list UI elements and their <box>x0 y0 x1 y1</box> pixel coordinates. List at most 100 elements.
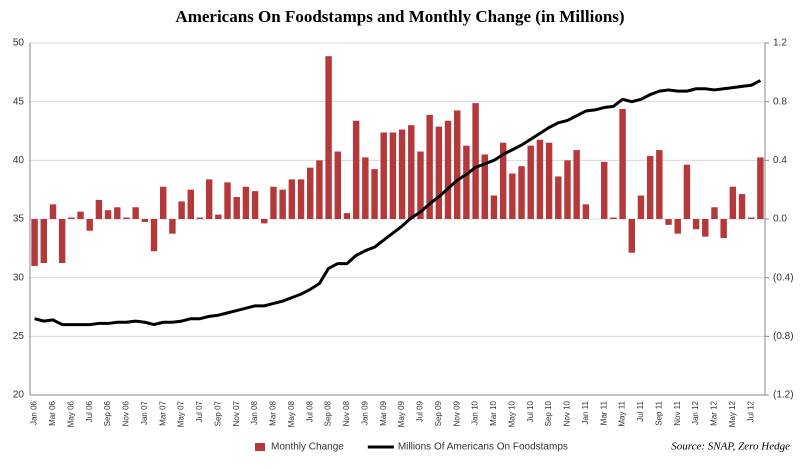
bar <box>261 219 268 224</box>
x-tick-label: Mar 10 <box>489 400 498 425</box>
chart-title: Americans On Foodstamps and Monthly Chan… <box>175 7 624 26</box>
y2-tick-label: 0.8 <box>773 96 787 107</box>
bar <box>398 129 406 219</box>
x-tick-label: Mar 12 <box>710 400 719 425</box>
bar <box>215 214 222 219</box>
bar <box>77 211 84 219</box>
x-tick-label: Jan 11 <box>581 400 590 424</box>
bar <box>656 150 663 219</box>
bar <box>362 157 369 219</box>
bar <box>582 204 590 219</box>
x-tick-label: Nov 09 <box>452 400 461 426</box>
bar <box>40 219 47 263</box>
bar <box>711 207 718 219</box>
y2-tick-label: (0.4) <box>773 272 794 283</box>
bar <box>610 217 617 219</box>
y-tick-label: 45 <box>13 96 25 107</box>
x-tick-label: Nov 10 <box>563 400 572 426</box>
bar <box>68 217 75 219</box>
line <box>34 79 762 327</box>
x-tick-label: Mar 07 <box>158 400 167 425</box>
bar <box>95 199 103 219</box>
x-tick-label: May 06 <box>66 400 75 427</box>
x-tick-label: May 07 <box>177 400 186 427</box>
bar <box>352 120 360 219</box>
bar <box>729 186 737 219</box>
x-tick-label: Nov 11 <box>673 400 682 425</box>
bar <box>720 219 727 239</box>
bar <box>233 197 240 219</box>
x-tick-label: Sep 10 <box>544 400 553 426</box>
x-tick-label: Sep 11 <box>654 400 663 425</box>
bar <box>123 217 130 219</box>
bar <box>325 56 332 220</box>
bar <box>104 210 112 219</box>
bar <box>536 139 544 219</box>
bar <box>150 219 158 252</box>
bar <box>49 204 57 219</box>
x-tick-label: May 09 <box>397 400 406 427</box>
bar <box>426 114 433 219</box>
bar <box>169 219 176 234</box>
source-note: Source: SNAP, Zero Hedge <box>671 441 790 453</box>
y2-tick-label: 0.0 <box>773 214 787 225</box>
bar <box>545 142 553 219</box>
x-tick-label: May 11 <box>618 400 627 426</box>
bar <box>288 179 296 219</box>
y-tick-label: 40 <box>13 155 25 166</box>
bar <box>371 169 378 219</box>
bar <box>196 217 204 219</box>
bar <box>242 186 250 219</box>
bar <box>389 132 397 219</box>
bar <box>417 151 424 219</box>
bar <box>527 145 534 219</box>
bar <box>160 186 167 219</box>
bar <box>435 126 443 219</box>
bar <box>692 219 700 230</box>
bar <box>408 125 415 219</box>
bar <box>674 219 681 234</box>
x-tick-label: Jan 07 <box>140 400 149 425</box>
x-tick-label: Mar 08 <box>269 400 278 425</box>
x-tick-label: Jan 12 <box>691 400 700 425</box>
bar <box>472 103 479 219</box>
y-tick-label: 20 <box>13 390 25 401</box>
bar <box>224 182 231 219</box>
bar <box>619 109 626 219</box>
x-tick-label: Nov 08 <box>342 400 351 426</box>
bar <box>646 155 654 219</box>
bar <box>702 219 709 237</box>
legend-label: Millions Of Americans On Foodstamps <box>398 442 568 453</box>
x-tick-label: Sep 09 <box>434 400 443 426</box>
bar <box>86 219 93 231</box>
bar <box>380 132 387 219</box>
bar <box>251 191 259 219</box>
y-tick-label: 50 <box>13 38 25 49</box>
x-tick-label: Jan 09 <box>360 400 369 425</box>
x-tick-label: Sep 08 <box>324 400 333 426</box>
y-tick-label: 30 <box>13 272 25 283</box>
bar <box>481 154 488 219</box>
bar <box>307 167 314 219</box>
bar <box>141 219 149 222</box>
x-tick-label: Mar 09 <box>379 400 388 425</box>
y-tick-label: 35 <box>13 214 25 225</box>
bar <box>564 160 571 219</box>
x-tick-label: Jan 06 <box>30 400 39 425</box>
bar <box>518 166 525 219</box>
bar <box>334 151 341 219</box>
bar <box>58 219 66 263</box>
y2-tick-label: (0.8) <box>773 331 794 342</box>
bar <box>683 164 691 219</box>
bar <box>499 142 507 219</box>
x-tick-label: Nov 06 <box>122 400 131 426</box>
x-tick-label: Jul 06 <box>85 400 94 422</box>
bar <box>279 189 286 219</box>
bar <box>637 195 645 219</box>
bar <box>738 194 746 219</box>
x-tick-label: Mar 11 <box>599 400 608 425</box>
bar <box>665 219 672 225</box>
y2-tick-label: (1.2) <box>773 390 794 401</box>
bar <box>444 120 452 219</box>
